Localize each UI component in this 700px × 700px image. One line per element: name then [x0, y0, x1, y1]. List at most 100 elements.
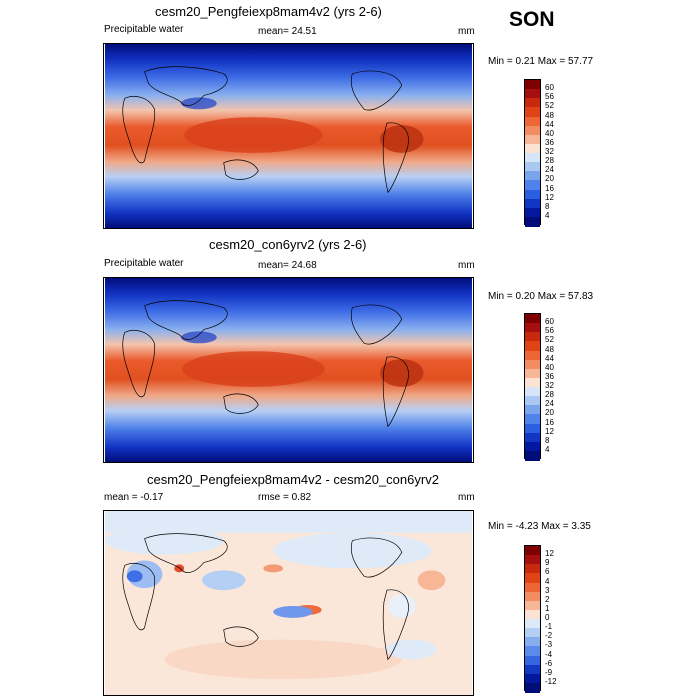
- panel-2-colorbar-tick-label: 60: [545, 317, 554, 327]
- panel-3-colorbar-swatch: [525, 555, 540, 565]
- panel-1-colorbar-tick-label: 40: [545, 128, 554, 138]
- panel-3-colorbar-tick-label: 2: [545, 594, 550, 604]
- panel-1-colorbar-tick-label: 44: [545, 119, 554, 129]
- panel-1-coastlines: [122, 66, 409, 194]
- panel-1-colorbar-tick-label: 48: [545, 110, 554, 120]
- panel-2-colorbar-swatch: [525, 377, 540, 388]
- panel-1-map: [103, 43, 474, 229]
- panel-1-colorbar-swatch: [525, 98, 540, 108]
- panel-3-colorbar-swatch: [525, 564, 540, 574]
- panel-2-colorbar-tick-label: 20: [545, 408, 554, 418]
- panel-3-colorbar-swatch: [525, 609, 540, 620]
- panel-3-colorbar-swatch: [525, 591, 540, 602]
- panel-3-colorbar-swatch: [525, 628, 540, 638]
- panel-1-colorbar-swatch: [525, 89, 540, 99]
- panel-2-title: cesm20_con6yrv2 (yrs 2-6): [209, 237, 367, 252]
- panel-2-colorbar-tick-label: 36: [545, 371, 554, 381]
- panel-3-colorbar-tick-label: -2: [545, 631, 553, 641]
- panel-1-colorbar-swatch: [525, 107, 540, 117]
- panel-1-colorbar-tick-label: 36: [545, 137, 554, 147]
- panel-3-colorbar-tick-label: 0: [545, 613, 550, 622]
- panel-1-colorbar-swatch: [525, 216, 540, 227]
- panel-3-coastlines: [122, 533, 409, 661]
- panel-2-coastlines: [122, 300, 409, 428]
- panel-2-colorbar-tick-label: 44: [545, 353, 554, 363]
- panel-1-colorbar-tick-label: 20: [545, 174, 554, 184]
- panel-3-colorbar-swatch: [525, 619, 540, 629]
- panel-1-minmax-label: Min = 0.21 Max = 57.77: [488, 56, 594, 67]
- panel-2-minmax-label: Min = 0.20 Max = 57.83: [488, 291, 594, 302]
- panel-1-colorbar-swatch: [525, 125, 540, 136]
- panel-1-colorbar-swatches: [524, 79, 541, 227]
- panel-2-colorbar-tick-label: 28: [545, 390, 554, 400]
- panel-2-warm-pool: [182, 351, 325, 387]
- panel-1-colorbar-swatch: [525, 134, 540, 145]
- panel-1-colorbar-swatch: [525, 116, 540, 127]
- panel-3-colorbar-swatch: [525, 600, 540, 611]
- panel-1-colorbar-tick-label: 52: [545, 101, 554, 111]
- panel-2-colorbar-swatch: [525, 368, 540, 379]
- panel-2-colorbar: 60 56 52 48 44 40 36 32 28 24 20 16 12 8 4: [524, 313, 564, 461]
- panel-2-colorbar-swatch: [525, 332, 540, 342]
- panel-3-colorbar-swatch: [525, 682, 540, 693]
- season-label: SON: [509, 8, 555, 31]
- panel-2-colorbar-tick-label: 40: [545, 362, 554, 372]
- panel-3-colorbar-tick-label: 9: [545, 558, 550, 568]
- panel-2-colorbar-swatch: [525, 432, 540, 443]
- panel-2-colorbar-swatches: [524, 313, 541, 461]
- panel-2-colorbar-swatch: [525, 359, 540, 370]
- panel-2-variable-label: Precipitable water: [104, 258, 184, 269]
- panel-1-title: cesm20_Pengfeiexp8mam4v2 (yrs 2-6): [155, 4, 382, 19]
- panel-2-colorbar-tick-label: 56: [545, 326, 554, 336]
- panel-3-colorbar-tick-label: 4: [545, 576, 550, 586]
- panel-2-colorbar-swatch: [525, 387, 540, 397]
- panel-2-tibet-min: [181, 331, 217, 344]
- panel-1-colorbar-swatch: [525, 198, 540, 209]
- panel-2-colorbar-swatch: [525, 423, 540, 434]
- panel-3-units-label: mm: [458, 492, 475, 503]
- panel-2-mean-label: mean= 24.68: [258, 260, 317, 271]
- panel-3-colorbar-tick-label: -6: [545, 658, 553, 668]
- panel-3-colorbar-swatch: [525, 637, 540, 647]
- panel-3-colorbar-tick-label: -12: [545, 676, 557, 686]
- panel-1-colorbar-tick-label: 4: [545, 210, 550, 220]
- panel-3-colorbar-tick-label: -3: [545, 640, 553, 650]
- panel-3-minmax-label: Min = -4.23 Max = 3.35: [488, 521, 591, 532]
- panel-2-amazon-max: [380, 359, 424, 387]
- panel-1-tibet-min: [181, 97, 217, 110]
- panel-3-colorbar-swatch: [525, 573, 540, 583]
- panel-2-colorbar-tick-label: 24: [545, 399, 554, 409]
- panel-3-mean-label: mean = -0.17: [104, 492, 164, 503]
- panel-1-colorbar-swatch: [525, 207, 540, 218]
- panel-2-colorbar-tick-label: 32: [545, 381, 554, 390]
- panel-3-anomaly-patches: [104, 511, 473, 680]
- panel-2-colorbar-swatch: [525, 396, 540, 406]
- panel-3-colorbar-tick-label: -1: [545, 622, 553, 632]
- panel-2-colorbar-tick-label: 48: [545, 344, 554, 354]
- panel-1-units-label: mm: [458, 26, 475, 37]
- panel-3-colorbar-swatch: [525, 655, 540, 666]
- panel-1-mean-label: mean= 24.51: [258, 26, 317, 37]
- panel-3-colorbar-swatch: [525, 646, 540, 656]
- panel-1-warm-pool: [184, 117, 323, 153]
- panel-3-colorbar-tick-label: -9: [545, 667, 553, 677]
- panel-3-rmse-label: rmse = 0.82: [258, 492, 312, 503]
- panel-3-colorbar-tick-label: -4: [545, 649, 553, 659]
- panel-1-colorbar-swatch: [525, 80, 540, 90]
- panel-1-colorbar-tick-label: 32: [545, 147, 554, 156]
- panel-1-colorbar-tick-label: 16: [545, 183, 554, 193]
- panel-3-colorbar-swatch: [525, 546, 540, 556]
- panel-2-colorbar-tick-label: 4: [545, 444, 550, 454]
- panel-2-colorbar-swatch: [525, 341, 540, 351]
- panel-3-map: [103, 510, 474, 696]
- panel-1-colorbar-tick-label: 56: [545, 92, 554, 102]
- panel-3-colorbar: 12 9 6 4 3 2 1 0 -1 -2 -3 -4 -6 -9 -12: [524, 545, 564, 693]
- panel-2-colorbar-swatch: [525, 323, 540, 333]
- panel-2-map: [103, 277, 474, 463]
- panel-2-colorbar-swatch: [525, 441, 540, 452]
- panel-1-colorbar-swatch: [525, 153, 540, 163]
- panel-1-variable-label: Precipitable water: [104, 24, 184, 35]
- panel-3-colorbar-swatch: [525, 673, 540, 684]
- panel-3-title: cesm20_Pengfeiexp8mam4v2 - cesm20_con6yr…: [147, 472, 439, 487]
- panel-1-colorbar: 60 56 52 48 44 40 36 32 28 24 20 16 12 8 4: [524, 79, 564, 227]
